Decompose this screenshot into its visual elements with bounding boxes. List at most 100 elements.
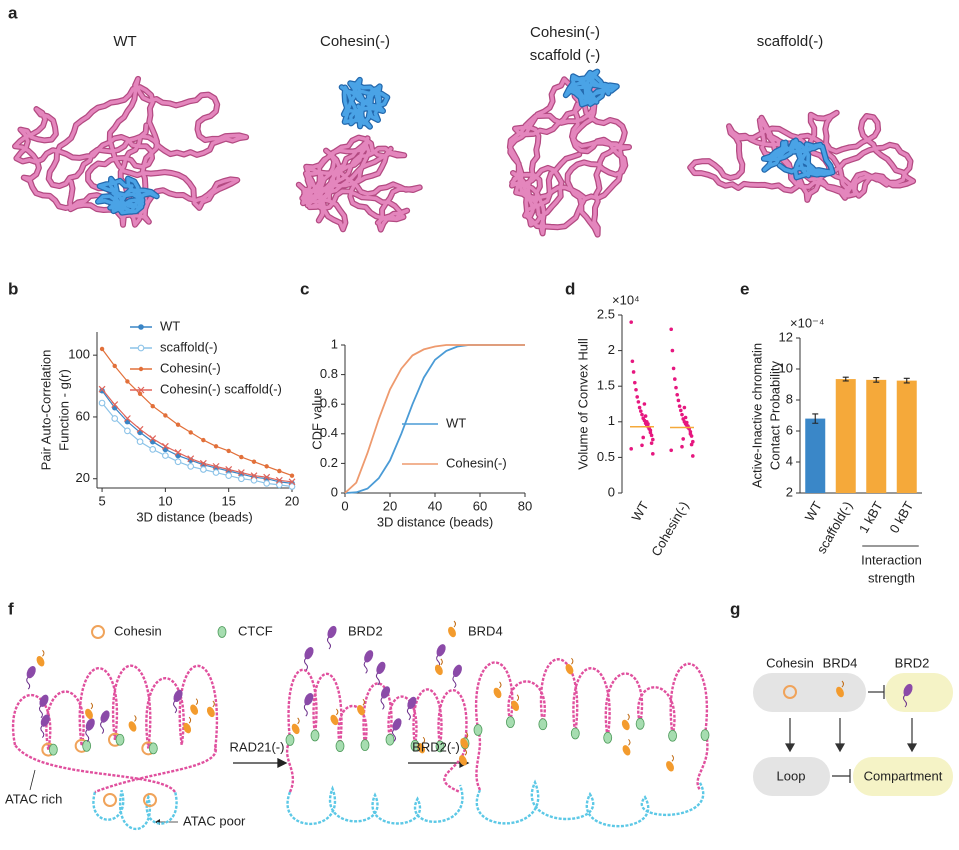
chromatin-chain [13,77,248,227]
y-tick-label: 10 [779,360,793,375]
brd2 [380,686,391,699]
marker [201,437,206,443]
x-tick-label: 20 [383,498,397,513]
marker [150,403,155,409]
x-tick-label: 10 [158,493,172,508]
point [629,320,633,324]
marker [188,430,193,435]
marker [264,464,269,469]
brd2-tail [303,657,308,671]
brd4-tail [628,738,631,746]
y-axis-label: CDF value [309,388,324,449]
y-tick-label: 12 [779,329,793,344]
y-axis-label: Function - g(r) [56,369,71,451]
annotation: ATAC poor [183,813,246,828]
series-line [344,344,525,494]
series-line [101,348,293,477]
legend-label: CTCF [238,623,273,638]
brd4 [622,745,631,756]
x-axis-label: 3D distance (beads) [377,514,493,529]
series-line [101,402,293,488]
y-tick-label: 1 [608,413,615,428]
cohesin [91,625,105,639]
series-line [101,390,293,484]
brd2 [392,718,402,731]
panel-label: e [740,279,749,298]
brd2-tail [406,707,411,721]
point [643,414,648,418]
x-tick-label: Cohesin(-) [648,499,691,559]
chromatin-loop [286,784,464,826]
error-bar [873,376,880,383]
step-label: BRD2(-) [412,739,460,754]
brd2 [26,665,36,679]
axis-multiplier: ×10⁻⁴ [790,315,825,330]
brd4 [128,721,137,732]
ctcf [115,733,125,746]
legend-label: WT [446,415,466,430]
chromatin-chain [96,176,159,215]
brd4 [836,686,844,698]
brd2 [304,693,314,706]
panel-label: b [8,279,18,298]
point [641,435,645,440]
bar [805,418,826,493]
brd4 [666,761,674,772]
point [682,405,687,410]
point [649,441,654,445]
marker [98,385,106,393]
point [651,437,655,442]
brd2-tail [303,703,308,717]
x-axis-label: 3D distance (beads) [136,509,252,524]
y-tick-label: 8 [786,391,793,406]
brd2 [100,710,110,723]
chromatin-loop [14,744,218,794]
ctcf [82,739,92,752]
point [630,359,635,364]
point [651,452,655,456]
brd2 [40,714,50,727]
brd2 [376,661,386,675]
outcome-label: Compartment [864,768,943,783]
y-tick-label: 6 [786,422,793,437]
marker [124,427,131,435]
legend-label: BRD4 [468,623,503,638]
brd2-tail [903,694,907,708]
x-tick-label: 40 [428,498,442,513]
outcome-box [753,757,830,796]
brd4-tail [453,620,456,628]
y-tick-label: 0 [331,484,338,499]
marker [275,481,283,489]
brd2 [452,664,462,677]
brd2-tail [375,672,380,686]
brd4-tail [499,681,502,689]
point [669,448,673,453]
brd2 [327,625,337,639]
ctcf [360,739,370,752]
annotation: ATAC rich [5,791,62,806]
brd2-tail [173,700,178,714]
marker [250,476,258,484]
ctcf [285,734,295,746]
brd4-tail [297,717,300,725]
chromatin-chain [339,78,390,129]
brd2 [407,696,417,710]
marker [263,480,271,487]
panel-label: c [300,279,309,298]
ctcf [506,716,515,729]
factor-label: BRD2 [895,655,930,670]
x-tick-label: WT [802,499,825,524]
y-tick-label: 2.5 [597,306,615,321]
marker [200,466,207,473]
point [673,377,677,381]
marker [277,468,282,474]
point [641,416,645,421]
ctcf [217,626,227,638]
factor-box [753,673,866,712]
y-axis-label: Volume of Convex Hull [575,338,590,470]
point [649,433,654,438]
point [674,385,678,390]
outcome-box [853,757,953,796]
